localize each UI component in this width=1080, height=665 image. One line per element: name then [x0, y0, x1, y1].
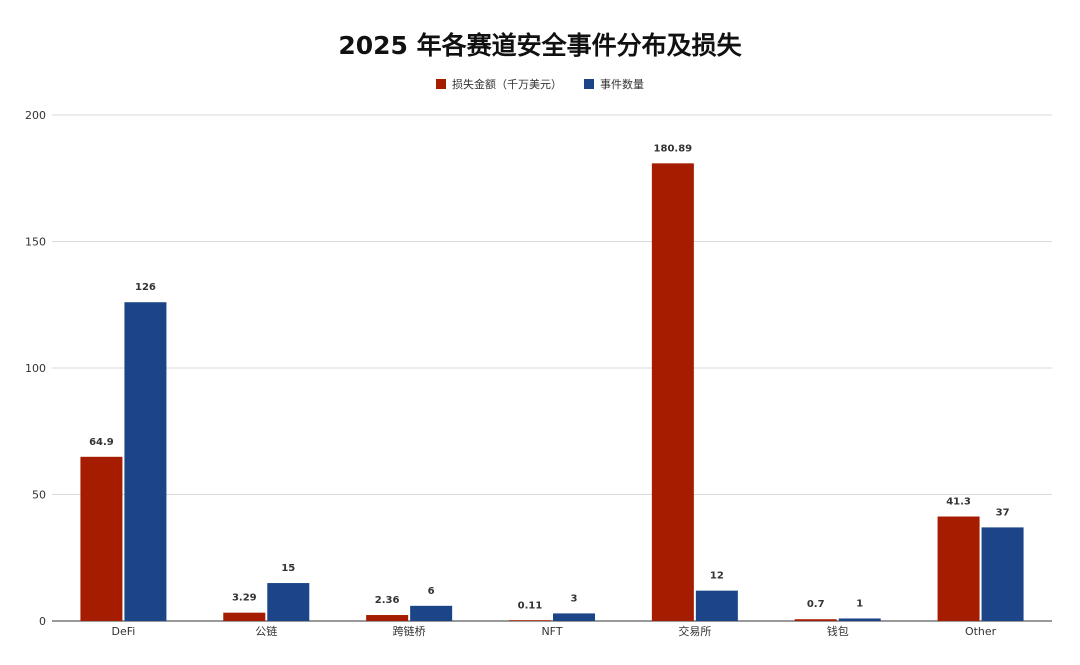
x-category-label: DeFi — [112, 625, 136, 638]
bar-count-1 — [267, 583, 310, 621]
bars — [80, 163, 1024, 621]
data-label-loss-1: 3.29 — [232, 593, 257, 604]
bar-count-3 — [553, 613, 595, 621]
bar-count-0 — [124, 302, 167, 621]
data-label-loss-3: 0.11 — [518, 601, 543, 612]
legend-label-count: 事件数量 — [600, 78, 644, 91]
legend-swatch-count — [584, 79, 594, 89]
data-label-loss-2: 2.36 — [375, 595, 400, 606]
data-label-loss-4: 180.89 — [654, 143, 693, 154]
bar-count-5 — [838, 618, 881, 621]
gridlines — [52, 114, 1052, 622]
bar-loss-1 — [223, 612, 266, 621]
bar-loss-5 — [794, 619, 837, 621]
legend-label-loss: 损失金额（千万美元） — [452, 78, 562, 91]
data-label-loss-5: 0.7 — [807, 599, 825, 610]
data-label-count-2: 6 — [428, 586, 435, 597]
bar-loss-4 — [651, 163, 694, 621]
legend-swatch-loss — [436, 79, 446, 89]
y-axis: 0 50 100 150 200 — [25, 109, 46, 628]
data-label-count-0: 126 — [135, 282, 156, 293]
data-label-count-3: 3 — [571, 593, 578, 604]
y-tick-label: 200 — [25, 109, 46, 122]
bar-count-4 — [695, 590, 738, 621]
x-axis: DeFi 公链 跨链桥 NFT 交易所 钱包 Other — [112, 624, 997, 638]
bar-loss-6 — [937, 516, 980, 621]
bar-count-2 — [410, 605, 453, 621]
x-category-label: NFT — [541, 625, 562, 638]
data-label-count-1: 15 — [281, 563, 295, 574]
data-labels: 64.9 126 3.29 15 2.36 6 0.11 3 180.89 12 0.7 1 41.3 3… — [89, 143, 1009, 611]
data-label-loss-0: 64.9 — [89, 437, 114, 448]
y-tick-label: 100 — [25, 362, 46, 375]
x-category-label: 钱包 — [827, 624, 849, 638]
data-label-count-5: 1 — [856, 598, 863, 609]
bar-loss-3 — [509, 620, 551, 621]
x-category-label: 跨链桥 — [393, 624, 426, 638]
y-tick-label: 50 — [32, 489, 46, 502]
data-label-count-6: 37 — [996, 507, 1010, 518]
bar-count-6 — [981, 527, 1024, 621]
bar-loss-0 — [80, 456, 123, 621]
data-label-loss-6: 41.3 — [946, 497, 971, 508]
bar-loss-2 — [366, 615, 409, 621]
y-tick-label: 0 — [39, 615, 46, 628]
chart-title: 2025 年各赛道安全事件分布及损失 — [338, 31, 742, 60]
x-category-label: 公链 — [255, 624, 277, 638]
y-tick-label: 150 — [25, 236, 46, 249]
data-label-count-4: 12 — [710, 571, 724, 582]
x-category-label: 交易所 — [678, 624, 711, 638]
x-category-label: Other — [965, 625, 997, 638]
legend-item-loss: 损失金额（千万美元） — [436, 76, 562, 92]
legend: 损失金额（千万美元） 事件数量 — [0, 76, 1080, 92]
legend-item-count: 事件数量 — [584, 76, 644, 92]
